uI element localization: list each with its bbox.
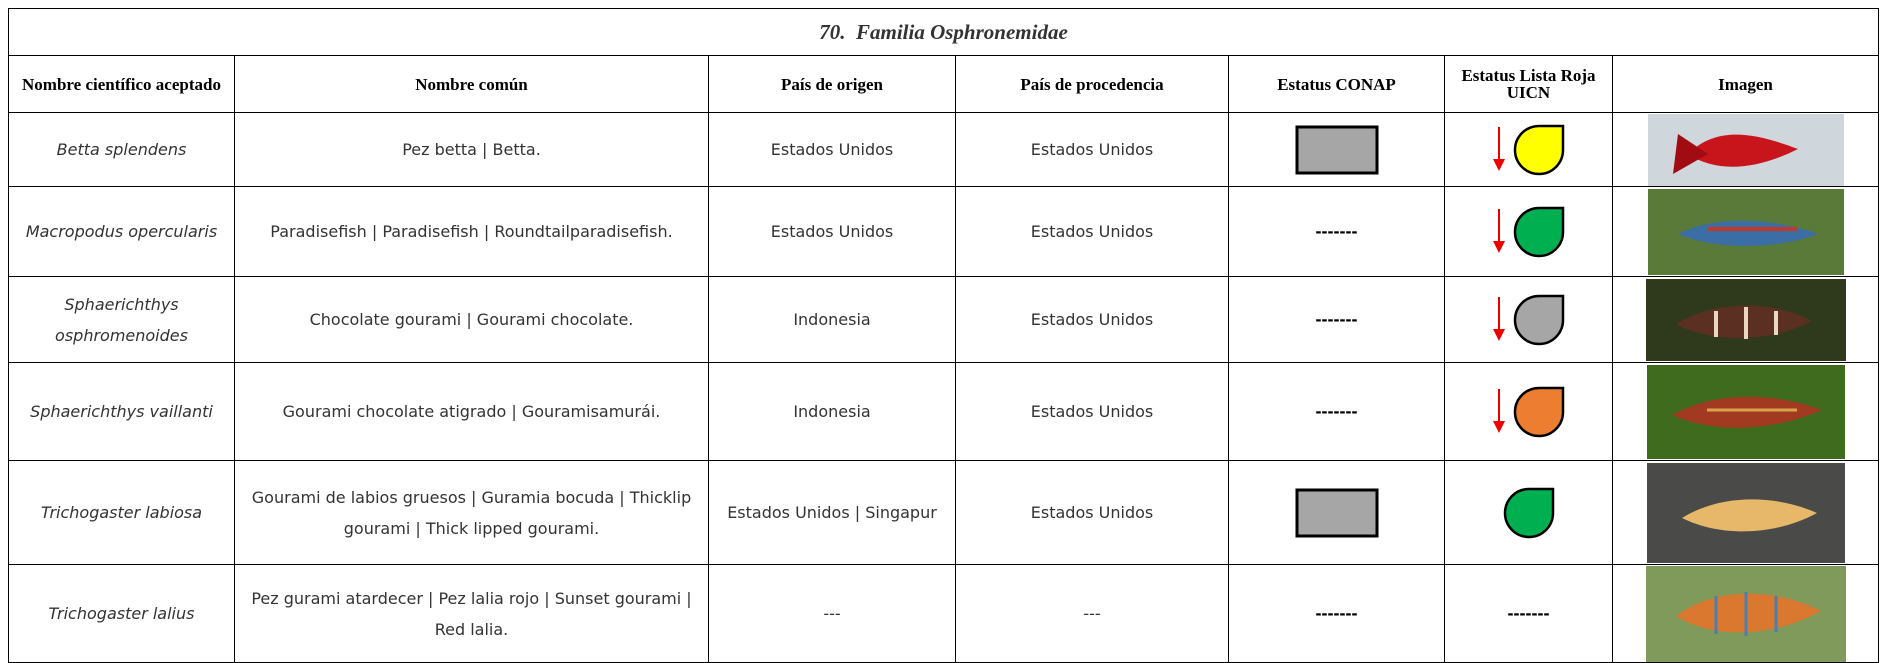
conap-status: ------- — [1228, 276, 1445, 363]
column-header: País de procedencia — [955, 55, 1229, 113]
scientific-name: Betta splendens — [8, 112, 235, 187]
fish-image — [1647, 113, 1844, 186]
uicn-status — [1444, 112, 1613, 187]
origin: Estados Unidos — [708, 186, 956, 277]
uicn-status: ------- — [1444, 564, 1613, 663]
uicn-status — [1444, 460, 1613, 565]
column-header: Imagen — [1611, 55, 1880, 113]
fish-image — [1645, 565, 1846, 662]
species-table: 70. Familia Osphronemidae Nombre científ… — [7, 8, 1880, 663]
column-header: País de origen — [708, 55, 956, 113]
scientific-name: Trichogaster labiosa — [8, 460, 235, 565]
row: Macropodus opercularis Paradisefish | Pa… — [8, 186, 1880, 277]
uicn-status — [1444, 362, 1613, 461]
fish-image — [1647, 188, 1844, 275]
row: Sphaerichthys vaillanti Gourami chocolat… — [8, 362, 1880, 461]
uicn-icon — [1492, 206, 1564, 257]
origin: Estados Unidos — [708, 112, 956, 187]
uicn-status — [1444, 276, 1613, 363]
conap-status: ------- — [1228, 564, 1445, 663]
uicn-status — [1444, 186, 1613, 277]
fish-image — [1646, 364, 1845, 459]
conap-status — [1228, 460, 1445, 565]
row: Betta splendens Pez betta | Betta. Estad… — [8, 112, 1880, 187]
origin: Indonesia — [708, 362, 956, 461]
source: Estados Unidos — [955, 276, 1229, 363]
common-name: Pez betta | Betta. — [234, 112, 709, 187]
column-header: Estatus CONAP — [1228, 55, 1445, 113]
common-name: Paradisefish | Paradisefish | Roundtailp… — [234, 186, 709, 277]
conap-status — [1228, 112, 1445, 187]
fish-image — [1645, 278, 1846, 361]
conap-status: ------- — [1228, 186, 1445, 277]
common-name: Gourami chocolate atigrado | Gouramisamu… — [234, 362, 709, 461]
source: --- — [955, 564, 1229, 663]
uicn-icon — [1503, 487, 1554, 538]
scientific-name: Sphaerichthys osphromenoides — [8, 276, 235, 363]
origin: --- — [708, 564, 956, 663]
row: Sphaerichthys osphromenoides Chocolate g… — [8, 276, 1880, 363]
fish-image-cell — [1611, 362, 1880, 461]
common-name: Gourami de labios gruesos | Guramia bocu… — [234, 460, 709, 565]
uicn-icon — [1492, 124, 1564, 175]
fish-image-cell — [1611, 276, 1880, 363]
source: Estados Unidos — [955, 112, 1229, 187]
scientific-name: Sphaerichthys vaillanti — [8, 362, 235, 461]
source: Estados Unidos — [955, 362, 1229, 461]
source: Estados Unidos — [955, 186, 1229, 277]
conap-icon — [1295, 488, 1378, 537]
fish-image-cell — [1611, 112, 1880, 187]
fish-image-cell — [1611, 564, 1880, 663]
origin: Indonesia — [708, 276, 956, 363]
scientific-name: Trichogaster lalius — [8, 564, 235, 663]
source: Estados Unidos — [955, 460, 1229, 565]
row: Trichogaster labiosa Gourami de labios g… — [8, 460, 1880, 565]
fish-image — [1646, 462, 1845, 563]
table-title: 70. Familia Osphronemidae — [7, 8, 1880, 56]
uicn-icon — [1492, 294, 1564, 345]
conap-status: ------- — [1228, 362, 1445, 461]
header-row: Nombre científico aceptado Nombre común … — [8, 55, 1880, 113]
fish-image-cell — [1611, 186, 1880, 277]
fish-image-cell — [1611, 460, 1880, 565]
origin: Estados Unidos | Singapur — [708, 460, 956, 565]
scientific-name: Macropodus opercularis — [8, 186, 235, 277]
column-header: Nombre científico aceptado — [8, 55, 235, 113]
uicn-icon — [1492, 386, 1564, 437]
column-header: Estatus Lista Roja UICN — [1444, 55, 1613, 113]
common-name: Chocolate gourami | Gourami chocolate. — [234, 276, 709, 363]
common-name: Pez gurami atardecer | Pez lalia rojo | … — [234, 564, 709, 663]
column-header: Nombre común — [234, 55, 709, 113]
row: Trichogaster lalius Pez gurami atardecer… — [8, 564, 1880, 663]
conap-icon — [1295, 125, 1378, 174]
